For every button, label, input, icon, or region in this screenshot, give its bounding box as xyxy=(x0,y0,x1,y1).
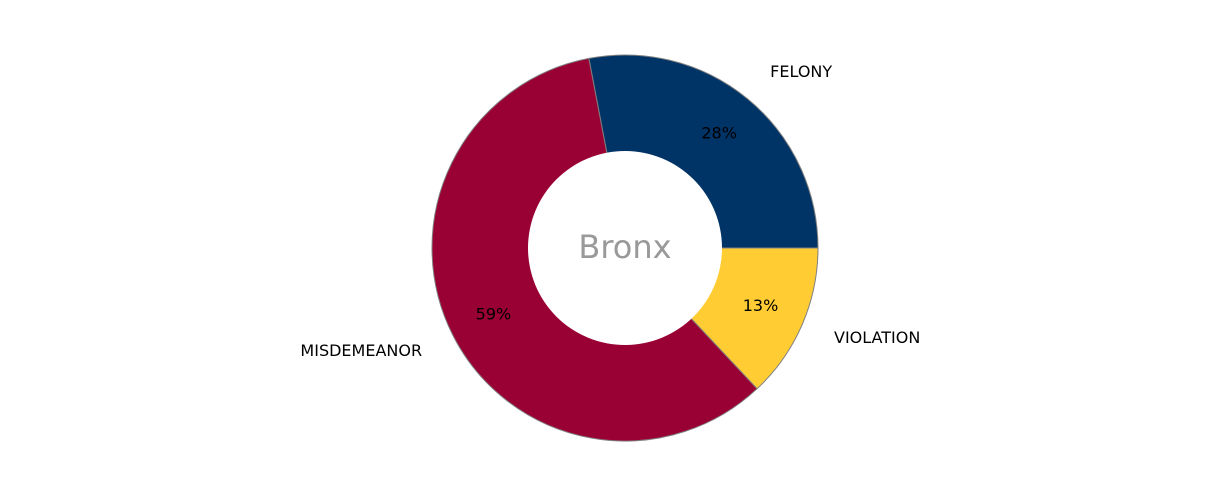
percent-label-violation: 13% xyxy=(743,296,779,315)
category-label-felony: FELONY xyxy=(770,62,832,81)
center-label: Bronx xyxy=(578,228,671,266)
percent-label-misdemeanor: 59% xyxy=(476,305,512,324)
category-label-violation: VIOLATION xyxy=(834,328,920,347)
percent-label-felony: 28% xyxy=(701,124,737,143)
category-label-misdemeanor: MISDEMEANOR xyxy=(300,341,422,360)
